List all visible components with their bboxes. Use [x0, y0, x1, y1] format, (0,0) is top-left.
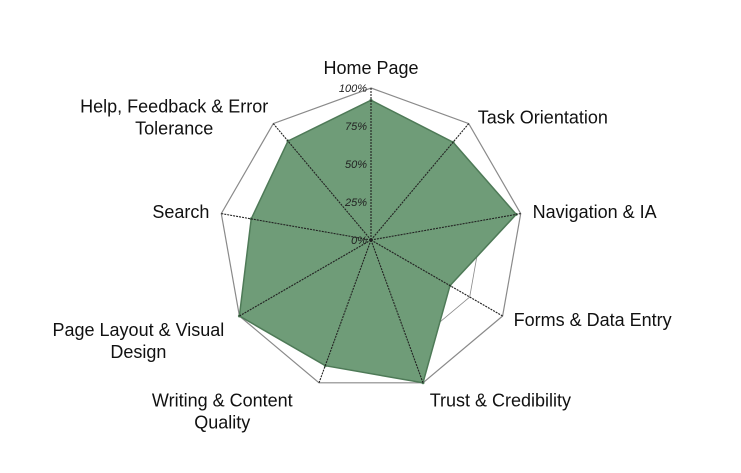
axis-label-line: Tolerance — [135, 118, 213, 138]
axis-label-2: Navigation & IA — [533, 202, 657, 222]
axis-label-3: Forms & Data Entry — [514, 310, 672, 330]
radar-spoke-7 — [221, 213, 372, 241]
radar-series-polygon — [238, 99, 518, 384]
axis-label-0: Home Page — [323, 58, 418, 78]
tick-label-25: 25% — [344, 197, 367, 209]
axis-label-line: Writing & Content — [152, 390, 293, 410]
tick-label-0: 0% — [351, 235, 367, 247]
axis-label-line: Page Layout & Visual — [53, 320, 225, 340]
radar-spoke-2 — [370, 213, 521, 241]
axis-label-line: Help, Feedback & Error — [80, 96, 268, 116]
axis-label-5: Writing & Content Quality — [152, 390, 293, 432]
axis-label-7: Search — [152, 202, 209, 222]
axis-label-line: Design — [110, 342, 166, 362]
tick-label-50: 50% — [345, 159, 367, 171]
radar-spoke-4 — [370, 239, 424, 383]
radar-axis-labels: Home Page Task Orientation Navigation & IA… — [53, 58, 672, 432]
axis-label-6: Page Layout & Visual Design — [53, 320, 225, 362]
radar-tick-labels: 0% 25% 50% 75% 100% — [339, 83, 367, 247]
radar-spoke-8 — [272, 123, 372, 241]
axis-label-4: Trust & Credibility — [430, 390, 571, 410]
axis-label-8: Help, Feedback & Error Tolerance — [80, 96, 268, 138]
axis-label-line: Task Orientation — [478, 107, 608, 127]
axis-label-1: Task Orientation — [478, 107, 608, 127]
radar-spoke-5 — [318, 239, 372, 383]
axis-label-line: Trust & Credibility — [430, 390, 571, 410]
radar-spokes — [221, 88, 521, 383]
radar-spoke-6 — [239, 239, 372, 317]
axis-label-line: Forms & Data Entry — [514, 310, 672, 330]
radar-grid-ring-4 — [220, 87, 522, 384]
tick-label-100: 100% — [339, 83, 367, 95]
axis-label-line: Quality — [194, 412, 250, 432]
axis-label-line: Search — [152, 202, 209, 222]
radar-series-area — [237, 98, 518, 385]
radar-spoke-3 — [370, 239, 503, 317]
axis-label-line: Home Page — [323, 58, 418, 78]
tick-label-75: 75% — [345, 121, 367, 133]
radar-spoke-1 — [370, 123, 470, 241]
axis-label-line: Navigation & IA — [533, 202, 657, 222]
